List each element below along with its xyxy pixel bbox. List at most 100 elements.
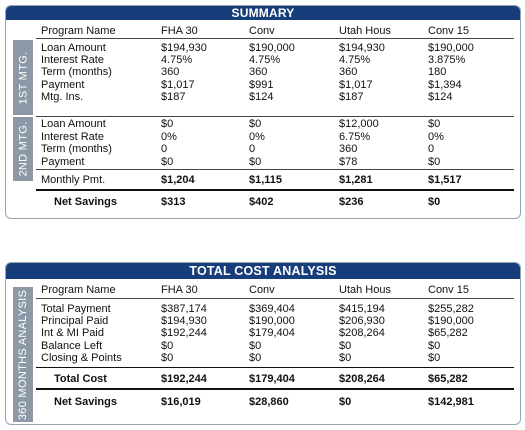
row-value: $1,115	[249, 174, 283, 186]
row-value: $208,264	[339, 327, 385, 340]
row-value: 0%	[428, 130, 444, 143]
row-value: $0	[428, 155, 441, 168]
row-label: Closing & Points	[41, 351, 122, 364]
row-value: $1,017	[339, 78, 373, 91]
column-header: Utah Hous	[339, 284, 391, 296]
row-value: $0	[161, 118, 174, 130]
table-row: Closing & Points $0 $0 $0 $0	[6, 352, 520, 364]
row-value: $192,244	[161, 327, 207, 340]
row-value: $187	[339, 90, 364, 103]
row-value: $1,281	[339, 174, 373, 186]
row-value: 6.75%	[339, 130, 371, 143]
row-value: 4.75%	[161, 54, 193, 67]
row-value: $1,017	[161, 78, 195, 91]
row-value: $0	[249, 351, 262, 364]
table-row: Principal Paid $194,930 $190,000 $206,930 $1…	[6, 315, 520, 327]
total-cost-title: TOTAL COST ANALYSIS	[6, 263, 520, 279]
row-value: $190,000	[428, 315, 474, 328]
row-value: 360	[339, 143, 358, 156]
row-label: Interest Rate	[41, 54, 104, 67]
total-cost-panel: TOTAL COST ANALYSIS 360 MONTHS ANALYSIS …	[5, 262, 521, 425]
table-row: Loan Amount $194,930 $190,000 $194,930 $190,…	[6, 42, 520, 54]
row-value: 0	[428, 143, 435, 156]
row-value: $387,174	[161, 303, 207, 315]
summary-title: SUMMARY	[6, 6, 520, 20]
row-value: $236	[339, 196, 364, 208]
row-value: $313	[161, 196, 186, 208]
row-label: Interest Rate	[41, 130, 104, 143]
divider	[36, 189, 514, 191]
row-label: Total Cost	[54, 373, 107, 385]
column-header-row: Program Name FHA 30 Conv Utah Hous Conv 15	[6, 25, 520, 37]
row-value: $124	[428, 90, 453, 103]
column-header: Conv	[249, 25, 275, 37]
row-value: $255,282	[428, 303, 474, 315]
table-row: Int & MI Paid $192,244 $179,404 $208,264 $65…	[6, 327, 520, 339]
row-value: 0%	[249, 130, 265, 143]
row-value: $190,000	[249, 42, 295, 54]
row-label: Payment	[41, 78, 85, 91]
column-header: FHA 30	[161, 25, 198, 37]
row-label: Int & MI Paid	[41, 327, 104, 340]
row-value: $0	[339, 351, 352, 364]
row-value: $0	[339, 396, 352, 408]
row-value: 4.75%	[249, 54, 281, 67]
row-value: $0	[339, 339, 352, 352]
row-value: $0	[428, 339, 441, 352]
row-value: $0	[161, 155, 174, 168]
table-row: Interest Rate 0% 0% 6.75% 0%	[6, 131, 520, 143]
row-label: Loan Amount	[41, 118, 106, 130]
table-row: Payment $0 $0 $78 $0	[6, 156, 520, 168]
row-value: $12,000	[339, 118, 379, 130]
row-value: $369,404	[249, 303, 295, 315]
table-row: Total Payment $387,174 $369,404 $415,194 $25…	[6, 303, 520, 315]
row-value: $415,194	[339, 303, 385, 315]
row-value: $0	[428, 351, 441, 364]
total-cost-row: Total Cost $192,244 $179,404 $208,264 $65,28…	[6, 373, 520, 385]
row-value: $65,282	[428, 327, 468, 340]
row-value: $179,404	[249, 327, 295, 340]
row-value: 4.75%	[339, 54, 371, 67]
row-value: 360	[339, 66, 358, 79]
second-mtg-side-label: 2ND MTG.	[13, 117, 33, 181]
months-analysis-side-label: 360 MONTHS ANALYSIS	[13, 287, 33, 422]
column-header: Program Name	[41, 25, 116, 37]
table-row: Mtg. Ins. $187 $124 $187 $124	[6, 91, 520, 103]
first-mtg-side-label: 1ST MTG.	[13, 40, 33, 115]
row-label: Loan Amount	[41, 42, 106, 54]
row-value: 180	[428, 66, 447, 79]
row-value: 0	[161, 143, 168, 156]
row-label: Net Savings	[54, 396, 117, 408]
row-label: Principal Paid	[41, 315, 109, 328]
divider	[36, 116, 514, 117]
row-value: $0	[161, 339, 174, 352]
row-value: $208,264	[339, 373, 385, 385]
row-value: $28,860	[249, 396, 289, 408]
row-value: $991	[249, 78, 274, 91]
row-label: Term (months)	[41, 66, 112, 79]
row-value: $0	[249, 118, 262, 130]
row-label: Balance Left	[41, 339, 103, 352]
row-value: $0	[249, 339, 262, 352]
row-value: $1,204	[161, 174, 195, 186]
divider	[36, 298, 514, 299]
divider	[36, 38, 514, 39]
row-value: $78	[339, 155, 358, 168]
row-value: $179,404	[249, 373, 295, 385]
row-value: 0	[249, 143, 256, 156]
column-header: Utah Hous	[339, 25, 391, 37]
row-value: $1,517	[428, 174, 462, 186]
row-value: $190,000	[249, 315, 295, 328]
column-header: Program Name	[41, 284, 116, 296]
row-value: $1,394	[428, 78, 462, 91]
row-label: Monthly Pmt.	[41, 174, 106, 186]
row-value: $0	[428, 196, 441, 208]
row-value: $194,930	[161, 42, 207, 54]
row-label: Mtg. Ins.	[41, 90, 84, 103]
row-label: Payment	[41, 155, 85, 168]
column-header: Conv 15	[428, 25, 469, 37]
row-value: 360	[161, 66, 180, 79]
table-row: Loan Amount $0 $0 $12,000 $0	[6, 118, 520, 130]
row-value: $0	[161, 351, 174, 364]
column-header: Conv 15	[428, 284, 469, 296]
